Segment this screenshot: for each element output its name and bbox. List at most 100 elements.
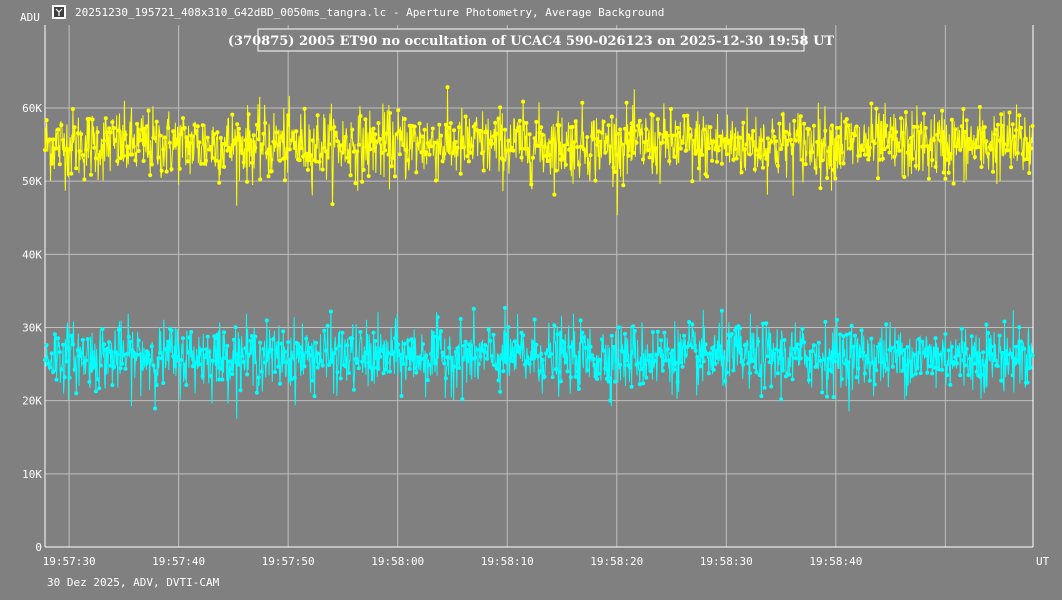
comparison-point <box>591 357 596 361</box>
target-point <box>958 147 963 152</box>
comparison-point <box>135 352 139 357</box>
target-point <box>1020 152 1025 156</box>
target-point <box>44 118 49 123</box>
comparison-point <box>931 365 936 370</box>
target-point <box>388 111 392 115</box>
comparison-point <box>125 351 130 356</box>
target-line <box>44 87 1033 216</box>
comparison-point <box>723 379 728 383</box>
y-tick-label: 0 <box>35 541 42 554</box>
target-point <box>807 127 811 132</box>
target-point <box>629 121 634 126</box>
target-point <box>632 128 637 133</box>
target-point <box>550 137 555 142</box>
comparison-point <box>361 357 366 362</box>
comparison-point <box>1004 349 1009 354</box>
comparison-point <box>233 325 238 330</box>
comparison-point <box>880 360 885 365</box>
target-point <box>327 142 332 147</box>
comparison-point <box>752 365 757 370</box>
comparison-point <box>69 333 74 338</box>
comparison-point <box>97 386 102 391</box>
comparison-point <box>227 359 231 364</box>
target-point <box>963 129 968 134</box>
target-point <box>961 107 966 111</box>
y-tick-label: 60K <box>22 102 42 115</box>
target-point <box>936 130 941 135</box>
target-point <box>688 133 693 138</box>
comparison-point <box>496 378 501 383</box>
comparison-point <box>181 336 185 341</box>
target-point <box>795 132 800 137</box>
target-point <box>107 126 112 131</box>
target-point <box>560 156 565 161</box>
comparison-point <box>787 372 792 377</box>
comparison-point <box>982 363 987 368</box>
comparison-point <box>197 362 202 367</box>
target-point <box>915 125 920 129</box>
target-point <box>991 169 995 174</box>
comparison-point <box>481 348 486 353</box>
comparison-point <box>64 359 69 364</box>
target-point <box>72 125 77 130</box>
target-point <box>355 149 360 154</box>
comparison-point <box>807 378 811 383</box>
comparison-point <box>202 355 207 360</box>
target-point <box>941 170 946 175</box>
target-point <box>884 123 889 128</box>
comparison-point <box>724 370 729 375</box>
comparison-point <box>961 358 966 363</box>
comparison-point <box>943 332 948 336</box>
comparison-point <box>215 332 220 337</box>
comparison-point <box>731 368 736 373</box>
comparison-point <box>258 340 263 345</box>
comparison-point <box>49 351 54 356</box>
comparison-point <box>200 374 205 379</box>
target-point <box>79 132 84 137</box>
comparison-point <box>685 345 690 349</box>
comparison-point <box>802 340 807 345</box>
target-point <box>667 159 672 164</box>
target-point <box>874 106 879 111</box>
comparison-point <box>46 361 51 366</box>
comparison-point <box>1015 358 1020 363</box>
target-point <box>754 148 759 153</box>
target-point <box>315 113 320 118</box>
comparison-point <box>659 338 664 343</box>
comparison-point <box>351 387 356 392</box>
target-point <box>156 155 161 160</box>
comparison-point <box>172 364 177 369</box>
target-point <box>765 136 770 141</box>
target-point <box>982 125 987 130</box>
comparison-point <box>900 368 905 373</box>
target-point <box>338 143 343 148</box>
target-point <box>286 113 291 118</box>
comparison-point <box>98 363 103 368</box>
target-point <box>531 155 535 160</box>
target-point <box>89 172 93 177</box>
target-point <box>777 121 782 126</box>
comparison-point <box>251 338 256 343</box>
target-point <box>534 119 539 124</box>
target-point <box>184 135 189 140</box>
target-point <box>687 126 692 131</box>
comparison-point <box>673 360 678 365</box>
target-point <box>171 129 176 134</box>
target-point <box>397 152 402 157</box>
target-point <box>310 138 315 143</box>
target-point <box>164 169 169 174</box>
target-point <box>527 132 532 137</box>
comparison-point <box>512 339 517 344</box>
comparison-point <box>57 350 62 354</box>
comparison-point <box>713 361 718 366</box>
target-point <box>616 131 621 136</box>
target-point <box>889 134 894 138</box>
comparison-point <box>995 364 1000 368</box>
comparison-point <box>223 356 228 360</box>
comparison-series <box>43 305 1035 419</box>
comparison-point <box>1000 351 1005 355</box>
target-point <box>185 159 190 164</box>
target-point <box>715 159 719 164</box>
target-point <box>1012 134 1017 139</box>
target-point <box>905 150 910 155</box>
